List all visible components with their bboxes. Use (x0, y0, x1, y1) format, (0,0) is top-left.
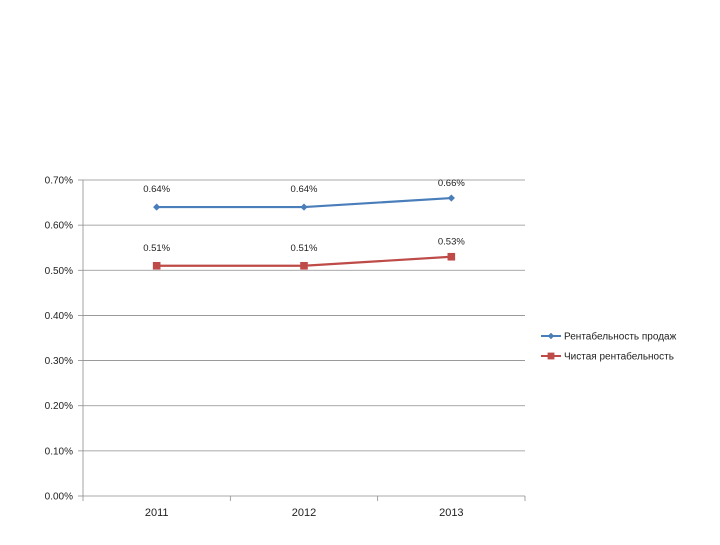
data-label: 0.51% (291, 243, 318, 254)
y-tick-label: 0.20% (45, 401, 73, 412)
y-tick-label: 0.10% (45, 446, 73, 457)
y-tick-label: 0.00% (45, 492, 73, 503)
series-point-2 (152, 261, 161, 270)
series-point-2 (300, 261, 308, 270)
legend: Рентабельность продаж Чистая рентабельнос… (541, 331, 677, 363)
series-point-2 (447, 252, 456, 261)
x-category-label: 2012 (292, 507, 316, 519)
data-label: 0.51% (143, 243, 170, 254)
y-axis-tick-labels: 0.00% 0.10% 0.20% 0.30% 0.40% 0.50% 0.60% 0.70% (45, 176, 73, 503)
data-label: 0.66% (438, 178, 465, 189)
series-point-1 (153, 203, 161, 211)
y-tick-label: 0.40% (45, 311, 73, 322)
data-label: 0.64% (143, 184, 170, 195)
gridlines (83, 179, 525, 452)
data-label: 0.53% (438, 237, 465, 248)
y-tick-label: 0.60% (45, 221, 73, 232)
x-category-label: 2013 (439, 507, 463, 519)
y-tick-label: 0.50% (45, 266, 73, 277)
y-tick-label: 0.70% (45, 176, 73, 187)
x-axis-category-labels: 2011 2012 2013 (145, 507, 464, 519)
data-label: 0.64% (291, 184, 318, 195)
axes (78, 179, 526, 501)
legend-marker (547, 332, 555, 340)
legend-label: Чистая рентабельность (564, 351, 674, 363)
series-lines (152, 194, 456, 270)
legend-label: Рентабельность продаж (564, 331, 677, 343)
series-point-1 (447, 194, 455, 202)
legend-marker (547, 352, 555, 360)
series-point-1 (300, 203, 308, 211)
x-category-label: 2011 (145, 507, 169, 519)
data-labels: 0.64% 0.64% 0.66% 0.51% 0.51% 0.53% (143, 178, 465, 254)
y-tick-label: 0.30% (45, 356, 73, 367)
